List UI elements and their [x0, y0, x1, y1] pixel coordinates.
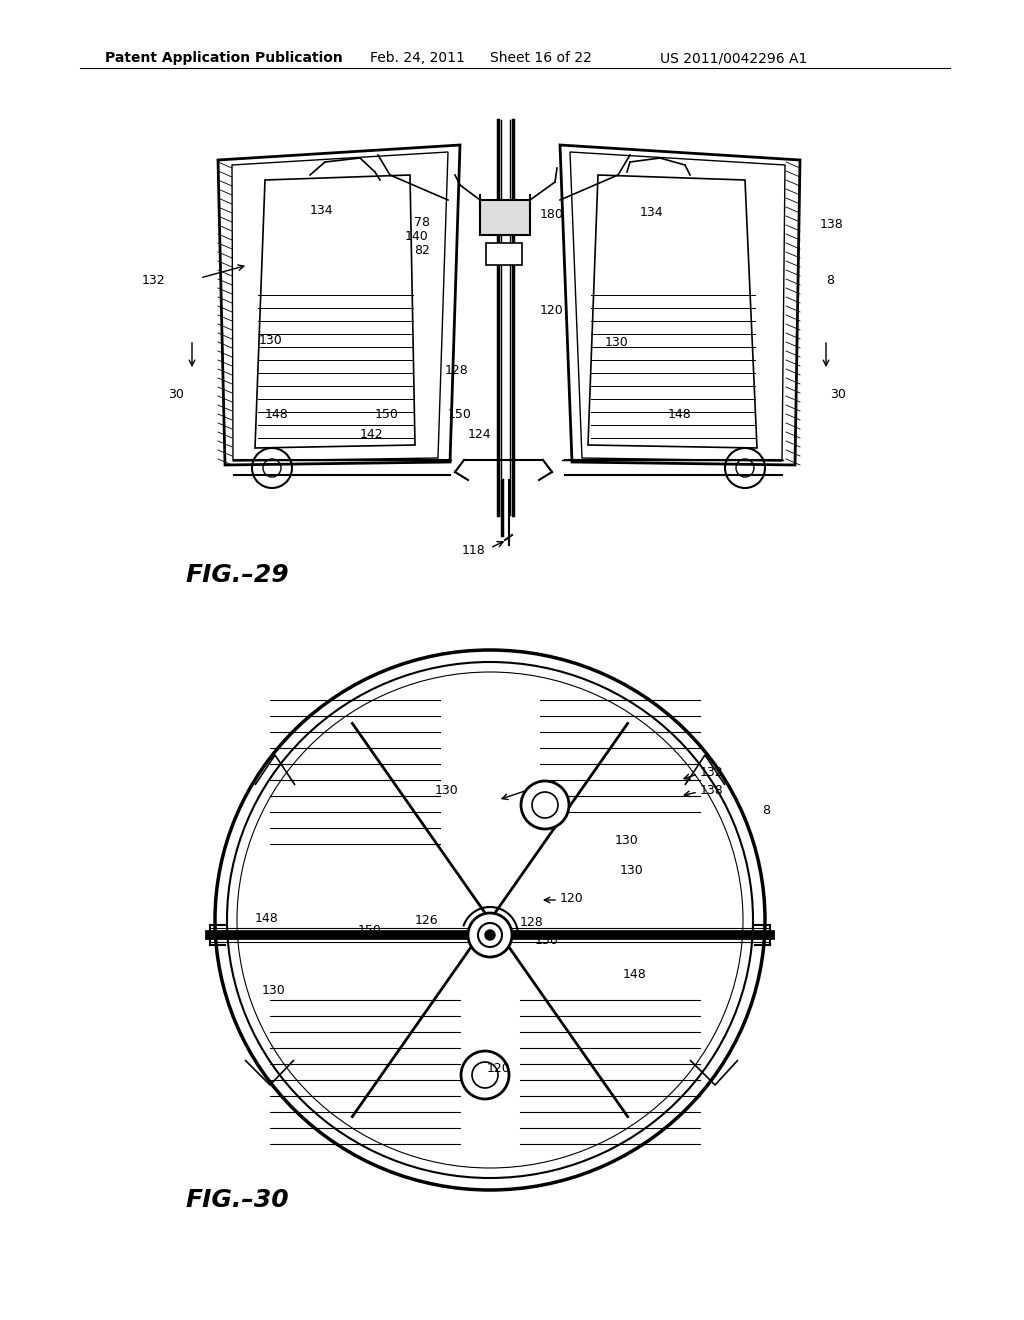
Text: 148: 148	[623, 969, 647, 982]
Text: 148: 148	[255, 912, 279, 924]
Text: 148: 148	[668, 408, 692, 421]
Ellipse shape	[237, 672, 743, 1168]
Polygon shape	[232, 152, 449, 461]
Text: 142: 142	[360, 429, 384, 441]
Text: 138: 138	[820, 219, 844, 231]
Text: Patent Application Publication: Patent Application Publication	[105, 51, 343, 65]
Text: 150: 150	[358, 924, 382, 936]
Bar	[486, 243, 522, 265]
Circle shape	[521, 781, 569, 829]
Text: 180: 180	[540, 209, 564, 222]
Text: 126: 126	[415, 913, 438, 927]
Circle shape	[468, 913, 512, 957]
Text: 134: 134	[310, 203, 334, 216]
Text: 130: 130	[605, 335, 629, 348]
Text: 130: 130	[620, 863, 644, 876]
Text: 150: 150	[449, 408, 472, 421]
Text: FIG.–30: FIG.–30	[185, 1188, 289, 1212]
Text: 140: 140	[404, 230, 428, 243]
Text: 148: 148	[265, 408, 289, 421]
Text: Feb. 24, 2011: Feb. 24, 2011	[370, 51, 465, 65]
Text: US 2011/0042296 A1: US 2011/0042296 A1	[660, 51, 807, 65]
Text: 30: 30	[830, 388, 846, 401]
Text: Sheet 16 of 22: Sheet 16 of 22	[490, 51, 592, 65]
Bar	[480, 201, 530, 235]
Text: 138: 138	[700, 784, 724, 796]
Text: 30: 30	[168, 388, 184, 401]
Text: 132: 132	[141, 273, 165, 286]
Circle shape	[478, 923, 502, 946]
Text: 8: 8	[762, 804, 770, 817]
Circle shape	[461, 1051, 509, 1100]
Text: 128: 128	[520, 916, 544, 928]
Polygon shape	[255, 176, 415, 447]
Text: 78: 78	[414, 215, 430, 228]
Circle shape	[472, 1063, 498, 1088]
Text: FIG.–29: FIG.–29	[185, 564, 289, 587]
Circle shape	[485, 931, 495, 940]
Text: 124: 124	[468, 429, 492, 441]
Text: 134: 134	[640, 206, 664, 219]
Text: 130: 130	[615, 833, 639, 846]
Text: 128: 128	[444, 363, 468, 376]
Text: 82: 82	[414, 243, 430, 256]
Circle shape	[532, 792, 558, 818]
Text: 120: 120	[560, 891, 584, 904]
Text: 118: 118	[462, 544, 485, 557]
Text: 130: 130	[435, 784, 459, 796]
Text: 130: 130	[259, 334, 283, 346]
Text: 120: 120	[540, 304, 564, 317]
Polygon shape	[588, 176, 757, 447]
Text: 132: 132	[700, 766, 724, 779]
Text: 120: 120	[487, 1061, 511, 1074]
Text: 130: 130	[262, 983, 286, 997]
Text: 150: 150	[375, 408, 399, 421]
Text: 150: 150	[535, 933, 559, 946]
Text: 8: 8	[826, 273, 834, 286]
Polygon shape	[570, 152, 785, 461]
